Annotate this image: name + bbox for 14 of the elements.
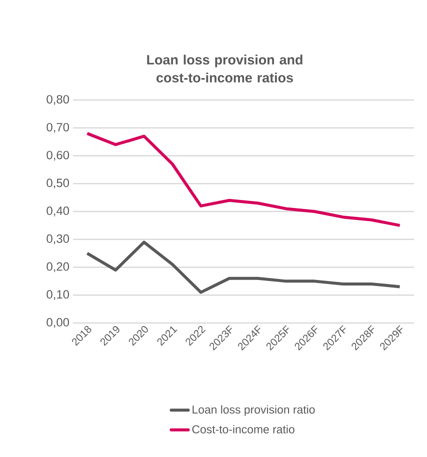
y-tick-label: 0,60 <box>46 150 70 161</box>
y-tick-label: 0,10 <box>46 290 70 300</box>
y-tick-label: 0,50 <box>46 178 70 189</box>
y-tick-label: 0,30 <box>46 234 70 244</box>
legend-label: Cost-to-income ratio <box>192 425 294 434</box>
y-tick-label: 0,00 <box>46 318 70 328</box>
line-series <box>86 132 402 227</box>
y-tick-label: 0,80 <box>46 95 70 105</box>
chart-title: Loan loss provision and cost-to-income ratios <box>147 54 302 82</box>
legend-label: Loan loss provision ratio <box>192 405 315 416</box>
line-series <box>86 240 402 294</box>
y-tick-label: 0,20 <box>46 262 70 272</box>
y-tick-label: 0,40 <box>46 206 70 216</box>
y-tick-label: 0,70 <box>46 122 70 133</box>
